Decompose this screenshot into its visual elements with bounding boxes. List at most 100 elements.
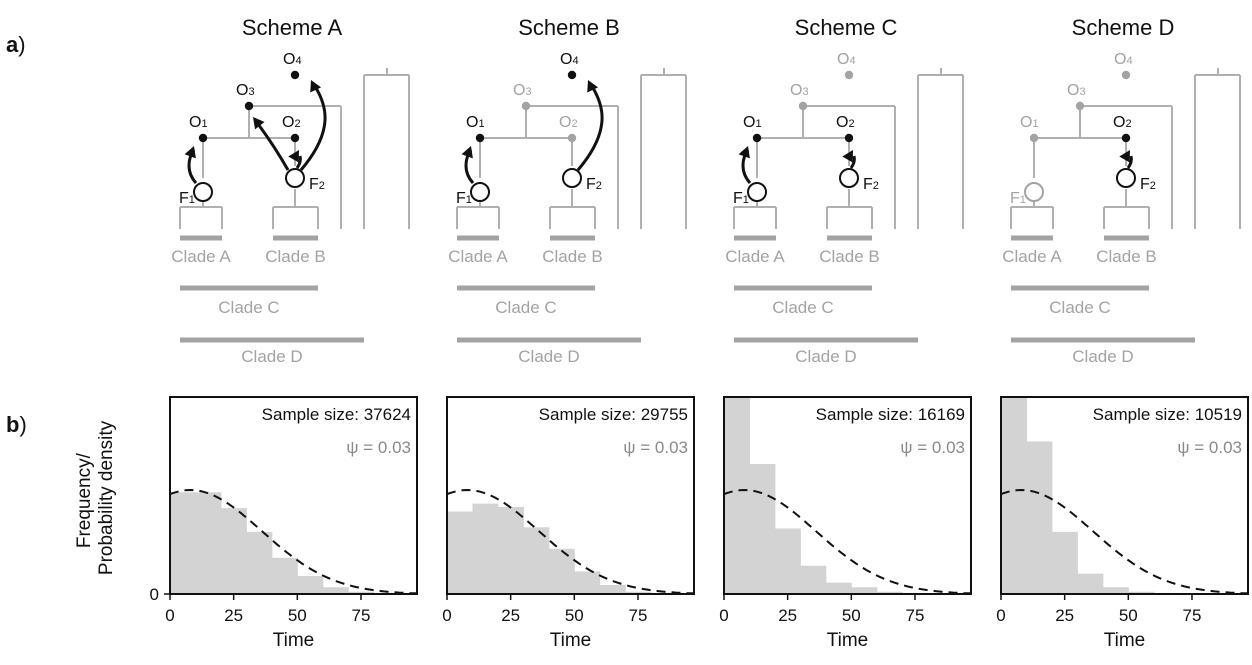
x-tick-label: 0 xyxy=(996,606,1005,625)
node-o2 xyxy=(290,133,300,143)
histogram-bar xyxy=(523,527,550,594)
scheme-title: Scheme D xyxy=(1072,15,1175,40)
label-o3: O3 xyxy=(1067,82,1086,99)
clade-c-label: Clade C xyxy=(495,298,556,317)
clade-a-label: Clade A xyxy=(448,247,508,266)
histogram-bar xyxy=(497,506,524,594)
histogram xyxy=(447,503,677,594)
histogram-bar xyxy=(1128,591,1155,594)
clade-c-label: Clade C xyxy=(218,298,279,317)
node-o2 xyxy=(844,133,854,143)
node-o1 xyxy=(198,133,208,143)
clade-b-label: Clade B xyxy=(265,247,325,266)
node-o1 xyxy=(752,133,762,143)
chart-frame xyxy=(169,396,418,595)
chart-4: Sample size: 10519 ψ = 0.03 0 25 50 75 Time xyxy=(996,396,1249,651)
label-o1: O1 xyxy=(743,114,762,131)
psi-label: ψ = 0.03 xyxy=(346,438,411,457)
x-tick-label: 50 xyxy=(565,606,584,625)
scheme-title: Scheme B xyxy=(518,15,620,40)
label-f2: F2 xyxy=(1140,176,1156,193)
label-f2: F2 xyxy=(309,176,325,193)
node-o3 xyxy=(244,101,254,111)
arrow-f2-o2 xyxy=(1126,155,1133,169)
scheme-title: Scheme C xyxy=(795,15,898,40)
x-tick-label: 0 xyxy=(442,606,451,625)
label-o2: O2 xyxy=(559,114,578,131)
arrow-f2-o4 xyxy=(299,87,327,171)
label-o2: O2 xyxy=(1113,114,1132,131)
chart-frame xyxy=(723,396,972,595)
x-tick-label: 0 xyxy=(719,606,728,625)
histogram-bar xyxy=(1077,573,1104,594)
clade-a-label: Clade A xyxy=(1002,247,1062,266)
histogram-bar xyxy=(625,591,652,594)
histogram-bar xyxy=(851,587,878,594)
scheme-tree-1: Scheme A Clade A Clade B Clade C Clade D O1 O2… xyxy=(171,15,410,366)
chart-1: Sample size: 37624 ψ = 0.03 0 25 50 75 Time 0 xyxy=(150,396,418,651)
x-tick-label: 50 xyxy=(842,606,861,625)
node-f2 xyxy=(1116,168,1136,188)
label-f2: F2 xyxy=(586,176,602,193)
label-f1: F1 xyxy=(179,190,195,207)
x-tick-label: 25 xyxy=(224,606,243,625)
label-f2: F2 xyxy=(863,176,879,193)
sample-size-label: Sample size: 10519 xyxy=(1093,405,1242,424)
x-tick-label: 75 xyxy=(629,606,648,625)
label-o1: O1 xyxy=(466,114,485,131)
x-axis-label: Time xyxy=(550,630,592,651)
scheme-tree-2: Scheme B Clade A Clade B Clade C Clade D O1 O2… xyxy=(448,15,687,366)
histogram-bar xyxy=(1102,587,1129,594)
label-o1: O1 xyxy=(1020,114,1039,131)
label-o4: O4 xyxy=(1114,51,1133,68)
label-o2: O2 xyxy=(836,114,855,131)
scheme-title: Scheme A xyxy=(242,15,343,40)
y-axis-label-line2: Probability density xyxy=(96,420,117,575)
clade-d-label: Clade D xyxy=(518,347,579,366)
histogram-bar xyxy=(749,464,776,594)
histogram-bar xyxy=(170,492,196,594)
charts-panel: Sample size: 37624 ψ = 0.03 0 25 50 75 Time 0 Sa… xyxy=(150,396,1249,651)
chart-frame xyxy=(446,396,695,595)
arrowhead-f2-o2 xyxy=(1119,150,1130,163)
y-tick-label: 0 xyxy=(150,585,159,604)
histogram-bar xyxy=(548,548,575,594)
x-tick-label: 25 xyxy=(1055,606,1074,625)
histogram-bar xyxy=(297,575,324,594)
clade-b-label: Clade B xyxy=(542,247,602,266)
arrowhead-f1-o1 xyxy=(738,146,750,159)
label-o4: O4 xyxy=(837,51,856,68)
x-axis-label: Time xyxy=(273,630,315,651)
node-o2 xyxy=(1121,133,1131,143)
clade-d-label: Clade D xyxy=(241,347,302,366)
x-tick-label: 0 xyxy=(165,606,174,625)
clade-b-label: Clade B xyxy=(819,247,879,266)
x-tick-label: 75 xyxy=(906,606,925,625)
label-o2: O2 xyxy=(282,114,301,131)
histogram-bar xyxy=(774,528,801,594)
node-o3 xyxy=(1075,101,1085,111)
x-tick-label: 25 xyxy=(778,606,797,625)
histogram-bar xyxy=(825,582,852,594)
node-o3 xyxy=(521,101,531,111)
chart-3: Sample size: 16169 ψ = 0.03 0 25 50 75 Time xyxy=(719,396,972,651)
label-o3: O3 xyxy=(790,82,809,99)
clade-c-label: Clade C xyxy=(1049,298,1110,317)
histogram-bar xyxy=(599,584,626,594)
histogram xyxy=(170,492,400,594)
histogram-bar xyxy=(1001,397,1027,594)
clade-b-label: Clade B xyxy=(1096,247,1156,266)
node-o4 xyxy=(290,70,300,80)
label-f1: F1 xyxy=(733,190,749,207)
node-o2 xyxy=(567,133,577,143)
histogram-bar xyxy=(1051,531,1078,594)
arrow-f2-o2 xyxy=(295,155,302,169)
node-f1 xyxy=(1024,182,1044,202)
clade-d-label: Clade D xyxy=(795,347,856,366)
histogram-bar xyxy=(348,591,375,594)
x-axis-label: Time xyxy=(827,630,869,651)
sample-size-label: Sample size: 37624 xyxy=(262,405,411,424)
arrowhead-f2-o4 xyxy=(587,80,599,93)
node-f2 xyxy=(285,168,305,188)
